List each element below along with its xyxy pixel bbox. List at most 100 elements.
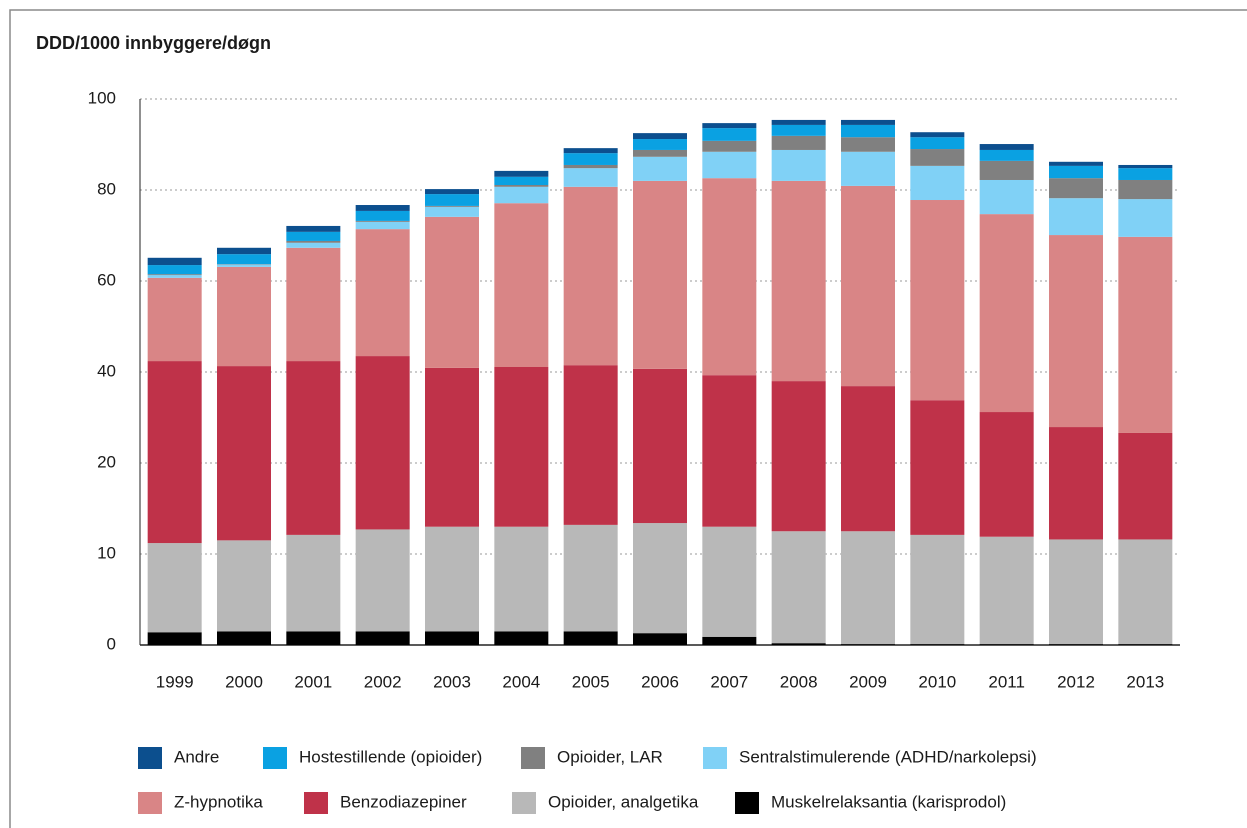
bar-segment [494,631,549,645]
bar-segment [425,526,479,632]
bar-segment [1049,165,1103,179]
bar-segment [494,186,549,204]
bar-segment [147,257,202,266]
bar-segment [217,631,271,645]
bar-segment [771,149,826,181]
bar-segment [910,200,965,401]
bar-segment [563,365,618,525]
bar-segment [355,631,410,645]
chart-title: DDD/1000 innbyggere/døgn [36,33,271,53]
x-tick-label: 2000 [225,672,263,691]
bar-segment [979,214,1034,413]
y-tick-label: 60 [97,270,116,289]
bar-segment [702,151,757,179]
legend-label: Benzodiazepiner [340,792,467,811]
bar-segment [494,176,549,185]
bar-segment [771,119,826,125]
x-tick-label: 2003 [433,672,471,691]
bar-segment [1049,644,1103,645]
x-tick-label: 2005 [572,672,610,691]
bar-segment [633,633,687,645]
bar-segment [1118,539,1173,645]
bar-segment [633,156,687,181]
bar-segment [355,229,410,357]
bar-segment [425,205,479,207]
legend-swatch [735,792,759,814]
bar-segment [702,526,757,637]
bar-segment [147,275,202,278]
bar-segment [355,210,410,221]
bar-segment [1049,539,1103,645]
bar-segment [425,189,479,195]
bar-segment [147,632,202,645]
bar-segment [217,247,271,255]
y-tick-label: 0 [107,634,116,653]
bar-segment [494,366,549,527]
legend-label: Z-hypnotika [174,792,263,811]
bar-segment [1049,235,1103,428]
bar-segment [286,242,341,248]
bar-segment [217,366,271,541]
legend-swatch [138,747,162,769]
bar-segment [425,206,479,217]
legend-swatch [512,792,536,814]
legend-swatch [138,792,162,814]
bar-segment [979,179,1034,215]
bar-segment [1049,427,1103,540]
bar-segment [494,203,549,367]
legend-swatch [521,747,545,769]
bar-segment [147,265,202,275]
bar-segment [979,160,1034,180]
bar-segment [979,536,1034,645]
y-tick-label: 100 [88,88,116,107]
bar-segment [979,412,1034,537]
x-tick-label: 2011 [988,672,1025,691]
bar-segment [633,180,687,369]
x-tick-label: 2007 [710,672,748,691]
bar-segment [702,636,757,645]
bar-segment [841,531,895,645]
frame [9,9,1247,828]
bar-segment [633,149,687,157]
legend-label: Muskelrelaksantia (karisprodol) [771,792,1006,811]
y-tick-label: 20 [97,452,116,471]
bar-segment [286,631,341,645]
bar-segment [1118,199,1173,237]
bar-segment [286,534,341,632]
bar-segment [563,186,618,366]
x-tick-label: 2012 [1057,672,1095,691]
bar-segment [979,644,1034,645]
bar-segment [147,277,202,362]
y-tick-label: 10 [97,543,116,562]
bar-segment [563,168,618,187]
x-tick-label: 1999 [156,672,194,691]
bar-segment [355,221,410,230]
bar-segment [494,526,549,632]
bar-segment [147,543,202,633]
bar-segment [910,400,965,535]
bar-segment [841,124,895,138]
bar-segment [355,529,410,632]
bar-segment [841,119,895,125]
bar-segment [494,184,549,187]
bar-segment [355,220,410,222]
bar-segment [979,144,1034,150]
bar-segment [217,540,271,632]
bar-segment [355,205,410,211]
bar-segment [425,216,479,368]
legend-swatch [703,747,727,769]
bar-segment [771,531,826,644]
legend-swatch [304,792,328,814]
bar-segment [702,178,757,376]
bar-segment [841,151,895,186]
bar-segment [910,165,965,201]
bar-segment [217,266,271,367]
x-tick-label: 2004 [502,672,540,691]
bar-segment [702,128,757,141]
bar-segment [1049,178,1103,199]
bar-segment [563,524,618,632]
bar-segment [771,124,826,136]
bar-segment [286,225,341,232]
bar-segment [286,240,341,243]
